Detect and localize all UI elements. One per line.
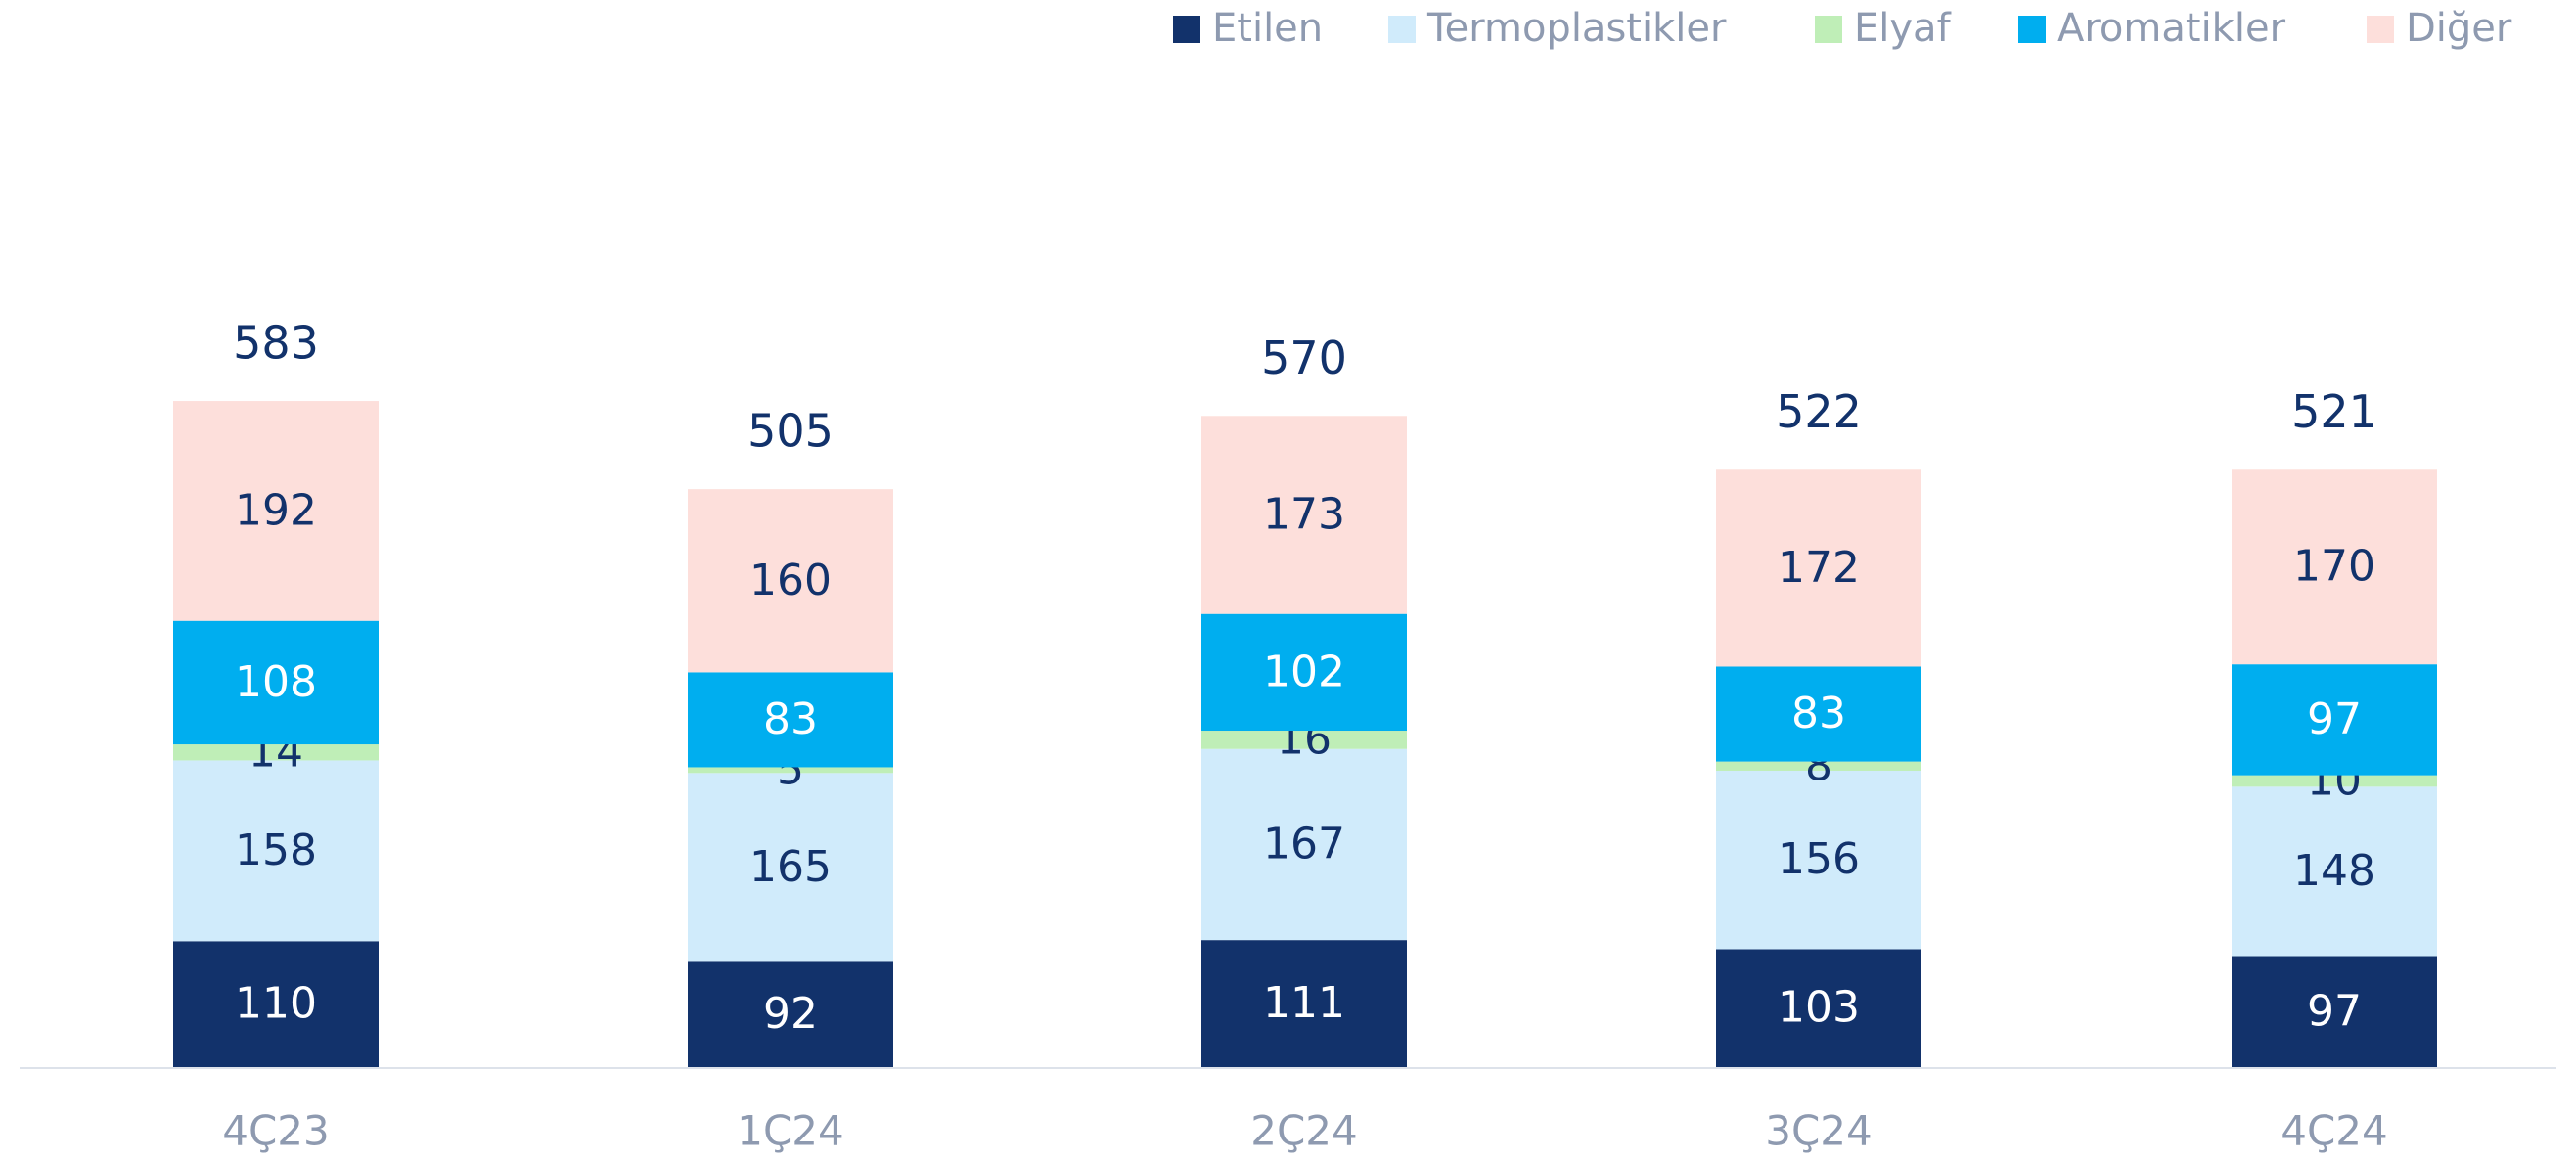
data-label: 110 [235, 979, 317, 1029]
data-label: 173 [1263, 489, 1345, 539]
legend-swatch [1815, 16, 1842, 43]
bar-segment [1201, 416, 1407, 614]
bar-segment [688, 489, 893, 673]
bar-segment [173, 744, 379, 761]
data-label: 102 [1263, 646, 1345, 696]
data-label: 108 [235, 657, 317, 707]
data-label: 111 [1263, 978, 1345, 1028]
total-label: 521 [2291, 385, 2377, 438]
bar-segment [1716, 469, 1921, 667]
data-label: 103 [1778, 983, 1860, 1033]
bar-segment [1201, 731, 1407, 749]
legend-label: Aromatikler [2057, 6, 2286, 51]
bar-segment [688, 767, 893, 774]
bar-segment [2232, 775, 2437, 787]
bar-segment [2232, 469, 2437, 665]
data-label: 92 [763, 989, 818, 1039]
bar-segment [1201, 613, 1407, 732]
x-tick-label: 3Ç24 [1765, 1107, 1873, 1155]
data-label: 167 [1263, 819, 1345, 869]
total-label: 583 [233, 317, 319, 370]
bar-segment [688, 773, 893, 962]
data-label: 97 [2307, 986, 2362, 1036]
data-label: 83 [1791, 689, 1846, 738]
bar-segment [688, 672, 893, 768]
bar-segment [173, 620, 379, 745]
data-label: 160 [749, 556, 832, 605]
bar-segment [2232, 786, 2437, 957]
x-tick-label: 4Ç23 [222, 1107, 330, 1155]
x-tick-label: 1Ç24 [737, 1107, 844, 1155]
legend-label: Elyaf [1854, 6, 1952, 51]
bar-segment [1201, 940, 1407, 1067]
legend-label: Diğer [2406, 6, 2512, 51]
total-label: 505 [747, 405, 834, 458]
bar-segment [2232, 664, 2437, 776]
data-label: 165 [749, 842, 832, 892]
x-tick-label: 2Ç24 [1250, 1107, 1358, 1155]
bar-segment [1716, 770, 1921, 950]
bar-segment [1201, 748, 1407, 941]
legend-swatch [1388, 16, 1416, 43]
data-label: 172 [1778, 543, 1860, 593]
bar-segment [1716, 949, 1921, 1067]
total-label: 522 [1776, 385, 1862, 438]
data-label: 170 [2293, 542, 2375, 592]
total-label: 570 [1261, 332, 1347, 384]
data-label: 83 [763, 694, 818, 744]
bar-segment [173, 760, 379, 942]
legend-swatch [1173, 16, 1200, 43]
data-label: 156 [1778, 834, 1860, 884]
bar-segment [2232, 956, 2437, 1067]
legend-swatch [2367, 16, 2394, 43]
x-tick-label: 4Ç24 [2281, 1107, 2388, 1155]
bar-segment [1716, 761, 1921, 771]
legend-swatch [2018, 16, 2046, 43]
legend-label: Etilen [1212, 6, 1323, 51]
bar-segment [173, 941, 379, 1067]
bar-segment [173, 401, 379, 621]
data-label: 148 [2293, 846, 2375, 896]
data-label: 192 [235, 485, 317, 535]
bar-segment [688, 961, 893, 1067]
bar-segment [1716, 666, 1921, 762]
legend-label: Termoplastikler [1426, 6, 1727, 51]
data-label: 97 [2307, 694, 2362, 744]
data-label: 158 [235, 825, 317, 875]
